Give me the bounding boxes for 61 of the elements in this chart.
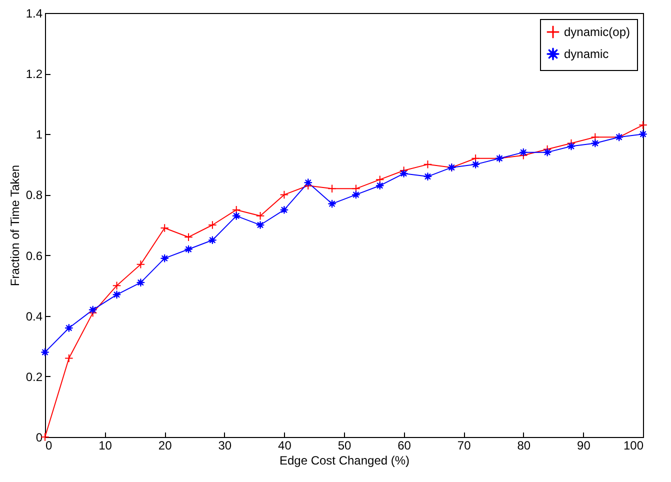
point <box>376 181 384 190</box>
point <box>232 212 241 220</box>
point <box>328 199 336 208</box>
point <box>256 212 265 220</box>
point <box>280 205 289 214</box>
point <box>590 132 600 142</box>
point <box>328 184 336 194</box>
x-tick-label: 30 <box>218 438 232 452</box>
x-tick-label: 0 <box>46 438 52 452</box>
legend-label: dynamic <box>564 47 609 61</box>
y-tick-label: 1 <box>36 128 43 142</box>
point <box>471 160 480 169</box>
point <box>638 130 648 139</box>
point <box>590 138 600 148</box>
point <box>208 236 217 245</box>
x-tick-label: 50 <box>338 438 352 452</box>
point <box>519 148 528 157</box>
x-tick-label: 40 <box>278 438 292 452</box>
point <box>160 254 169 263</box>
point <box>88 305 98 314</box>
point <box>112 290 122 300</box>
point <box>304 178 312 187</box>
point <box>280 190 289 200</box>
y-tick-label: 0.2 <box>26 370 43 384</box>
point <box>40 348 50 357</box>
x-axis-title: Edge Cost Changed (%) <box>279 454 410 468</box>
point <box>160 224 169 232</box>
point <box>376 175 384 184</box>
x-tick-label: 20 <box>158 438 172 452</box>
y-axis-title: Fraction of Time Taken <box>8 164 22 286</box>
x-tick-label: 60 <box>398 438 412 452</box>
legend-label: dynamic(op) <box>564 25 630 39</box>
point <box>399 169 408 178</box>
point <box>184 244 193 254</box>
point <box>64 324 74 332</box>
x-tick-label: 80 <box>517 438 531 452</box>
point <box>232 205 241 214</box>
x-tick-label: 90 <box>577 438 591 452</box>
y-tick-label: 1.4 <box>26 6 43 20</box>
x-tick-label: 10 <box>98 438 112 452</box>
point <box>352 190 360 200</box>
point <box>423 160 432 169</box>
point <box>184 232 193 242</box>
point <box>471 154 480 163</box>
point <box>352 184 360 194</box>
point <box>423 172 432 181</box>
point <box>64 354 74 363</box>
x-tick-label: 100 <box>623 438 644 452</box>
point <box>638 120 648 130</box>
point <box>256 220 265 230</box>
y-tick-label: 0.6 <box>26 248 43 263</box>
x-tick-label: 70 <box>457 438 472 452</box>
point <box>208 220 217 230</box>
y-tick-label: 0.8 <box>26 188 43 202</box>
point <box>566 142 576 151</box>
point <box>136 278 146 287</box>
point <box>136 260 146 269</box>
y-tick-label: 0.4 <box>26 309 43 324</box>
point <box>112 281 122 290</box>
y-tick-label: 1.2 <box>26 67 43 82</box>
point <box>542 148 552 157</box>
